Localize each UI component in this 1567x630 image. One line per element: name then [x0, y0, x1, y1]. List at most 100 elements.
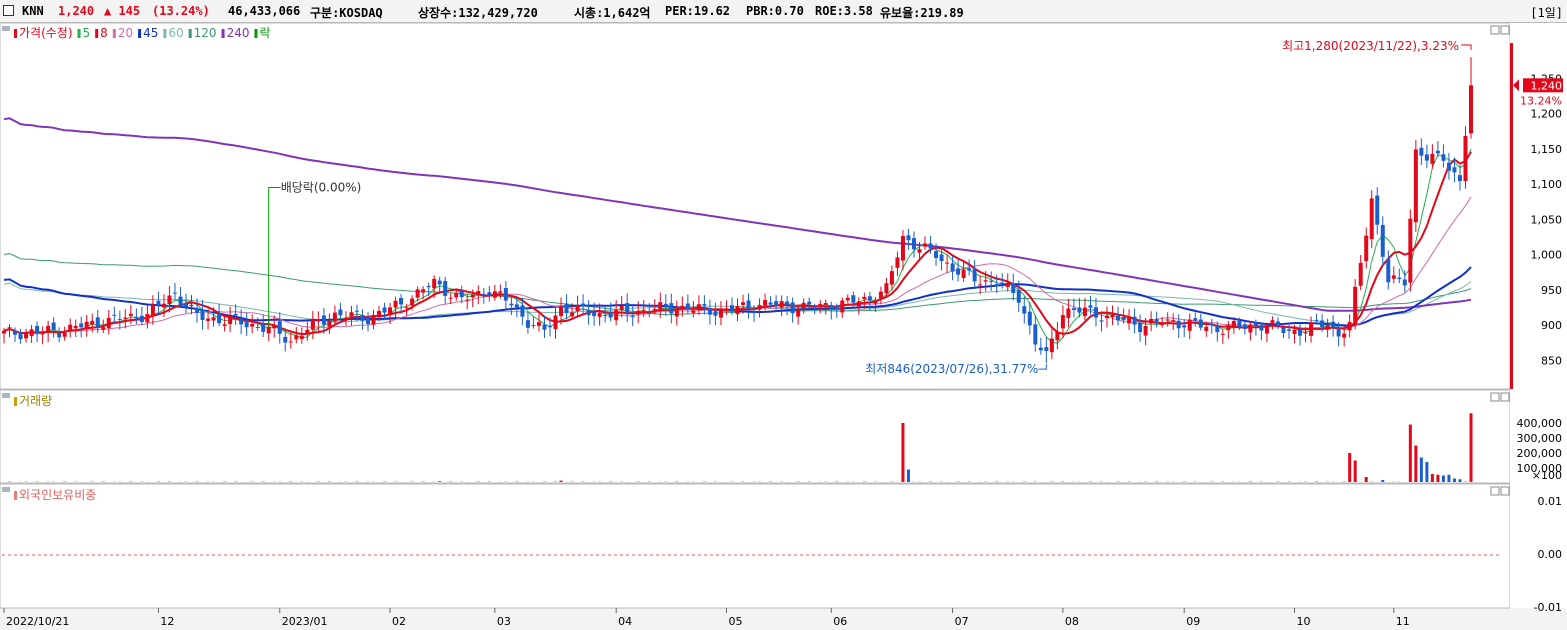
candle-body	[1336, 329, 1341, 337]
candle-body	[917, 249, 922, 253]
candle-body	[1231, 320, 1236, 328]
candle-body	[641, 309, 646, 311]
candle-body	[669, 303, 674, 314]
candle-body	[895, 257, 900, 268]
candle-body	[1391, 275, 1396, 279]
panel-window-buttons[interactable]	[1490, 25, 1510, 496]
candle-body	[818, 303, 823, 305]
candle-body	[713, 311, 718, 316]
candle-body	[437, 280, 442, 285]
candle-body	[956, 268, 961, 275]
volume-tick-label: 300,000	[1517, 432, 1563, 445]
volume-bars	[8, 413, 1473, 482]
candle-body	[1077, 307, 1082, 313]
candle-body	[1182, 325, 1187, 328]
candle-body	[161, 303, 166, 308]
candle-body	[1000, 282, 1005, 285]
candle-body	[277, 321, 282, 334]
candle-body	[801, 302, 806, 309]
candle-body	[327, 320, 332, 327]
candle-body	[911, 238, 916, 250]
candle-body	[206, 318, 211, 321]
price-change-pct: (13.24%)	[152, 4, 210, 18]
candle-body	[106, 317, 111, 329]
right-axis-area	[1510, 23, 1567, 608]
candle-body	[101, 327, 106, 330]
candle-body	[1044, 347, 1049, 352]
volume-panel[interactable]	[0, 389, 1511, 484]
candle-body	[559, 306, 564, 317]
candle-body	[829, 304, 834, 310]
volume-tick-label: 100,000	[1517, 462, 1563, 475]
candle-body	[647, 312, 652, 314]
panel-menu-icon[interactable]	[2, 393, 10, 398]
high-annotation: 최고1,280(2023/11/22),3.23%	[1282, 39, 1459, 53]
candle-body	[845, 297, 850, 301]
candle-body	[73, 325, 78, 329]
candle-body	[1314, 319, 1319, 321]
candle-body	[95, 317, 100, 328]
candle-body	[994, 284, 999, 287]
current-price-label: 1,240	[1531, 79, 1563, 92]
symbol-name[interactable]: KNN	[22, 4, 44, 18]
time-axis: 2022/10/21 12 2023/01 02 03 04 05 06 07 08 09 10 11	[3, 608, 1410, 628]
candle-body	[961, 269, 966, 279]
current-price: 1,240	[58, 4, 95, 18]
candle-body	[1253, 322, 1258, 327]
volume-bar	[1419, 457, 1423, 482]
candle-body	[636, 310, 641, 315]
candle-body	[867, 296, 872, 301]
chart-area[interactable]: 가격(수정) 5 8 20 45 60 120 240 락 배당락(0.00%) 최고1,280…	[0, 23, 1567, 630]
candle-body	[288, 341, 293, 343]
volume-unit: ×100	[1532, 469, 1562, 482]
candle-body	[421, 289, 426, 293]
candle-body	[1060, 315, 1065, 329]
foreign-panel[interactable]	[0, 483, 1511, 609]
candle-body	[371, 314, 376, 325]
candle-body	[404, 307, 409, 309]
low-annotation: 최저846(2023/07/26),31.77%	[865, 362, 1038, 376]
candle-body	[1005, 283, 1010, 287]
legend-swatch	[14, 29, 17, 38]
candle-body	[167, 295, 172, 305]
volume-bar	[1436, 474, 1440, 482]
candle-body	[1298, 329, 1303, 336]
per-value: PER:19.62	[665, 4, 731, 18]
candle-body	[1193, 318, 1198, 321]
panel-menu-icon[interactable]	[2, 26, 10, 31]
candle-body	[470, 294, 475, 298]
candle-body	[40, 331, 45, 335]
candle-body	[564, 303, 569, 314]
candle-body	[382, 307, 387, 313]
volume-bar	[1414, 445, 1418, 482]
candle-body	[945, 262, 950, 264]
candle-body	[652, 309, 657, 311]
candle-body	[752, 312, 757, 314]
candle-body	[266, 326, 271, 334]
panel-menu-icon[interactable]	[2, 487, 10, 492]
candle-body	[1248, 324, 1253, 333]
period-selector[interactable]: [1일]	[1530, 6, 1563, 20]
candle-body	[261, 323, 266, 332]
volume-tick-label: 200,000	[1517, 447, 1563, 460]
select-checkbox[interactable]	[3, 5, 14, 16]
candle-body	[498, 291, 503, 293]
candle-body	[448, 297, 453, 299]
candle-body	[586, 309, 591, 316]
candle-body	[454, 293, 459, 298]
candle-body	[509, 303, 514, 306]
candle-body	[658, 302, 663, 311]
candle-body	[900, 236, 905, 261]
candle-body	[1430, 153, 1435, 164]
current-pct-label: 13.24%	[1520, 94, 1562, 107]
candle-body	[139, 315, 144, 323]
ma240-line	[3, 117, 1472, 312]
volume-tick-label: 400,000	[1517, 417, 1563, 430]
candle-body	[1138, 322, 1143, 333]
candle-body	[1066, 308, 1071, 318]
candle-body	[807, 301, 812, 305]
foreign-tick-label: -0.01	[1534, 601, 1562, 614]
candle-body	[1353, 286, 1358, 326]
candle-body	[525, 320, 530, 328]
candle-body	[62, 332, 67, 337]
